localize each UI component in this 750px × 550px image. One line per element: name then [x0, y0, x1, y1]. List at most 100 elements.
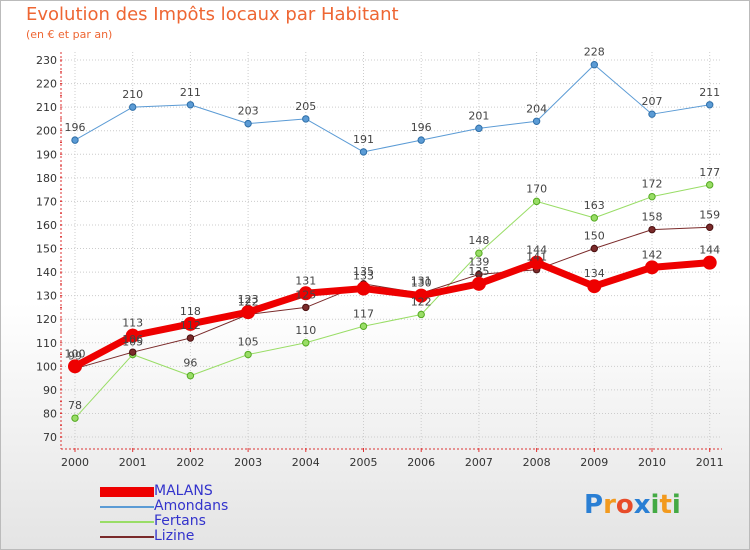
- legend-swatch: [100, 520, 154, 523]
- y-axis-ticks: 70 80 90 100 110 120 130 140 150 160 170 180 190 200 2…: [36, 54, 62, 444]
- logo-letter: x: [633, 490, 651, 520]
- point-fertans: [71, 414, 79, 422]
- data-label-lizine: 158: [642, 211, 663, 224]
- logo-letter: i: [671, 490, 681, 520]
- y-tick-label: 130: [36, 290, 57, 303]
- y-tick-label: 200: [36, 125, 57, 138]
- legend-swatch: [100, 505, 154, 508]
- point-fertans: [706, 181, 714, 189]
- data-label-amondans: 207: [642, 95, 663, 108]
- point-malans: [587, 279, 602, 294]
- point-amondans: [706, 101, 714, 109]
- data-label-lizine: 135: [353, 265, 374, 278]
- x-tick-label: 2000: [61, 456, 89, 469]
- x-tick-label: 2008: [523, 456, 551, 469]
- y-tick-label: 80: [43, 407, 57, 420]
- point-amondans: [417, 136, 425, 144]
- point-lizine: [648, 225, 656, 234]
- legend-item-fertans: Fertans: [100, 514, 228, 529]
- data-label-fertans: 148: [468, 234, 489, 247]
- legend-swatch: [100, 535, 154, 538]
- data-label-amondans: 196: [411, 121, 432, 134]
- y-tick-label: 170: [36, 195, 57, 208]
- x-tick-label: 2011: [696, 456, 724, 469]
- data-label-amondans: 191: [353, 133, 374, 146]
- y-tick-label: 70: [43, 431, 57, 444]
- data-label-fertans: 170: [526, 182, 547, 195]
- series-line-amondans: [74, 64, 710, 153]
- data-label-malans: 131: [295, 274, 316, 287]
- data-label-fertans: 117: [353, 307, 374, 320]
- y-tick-label: 140: [36, 266, 57, 279]
- grid-lines: [62, 52, 722, 448]
- point-fertans: [590, 214, 598, 222]
- y-tick-label: 160: [36, 219, 57, 232]
- data-label-lizine: 131: [411, 274, 432, 287]
- data-label-lizine: 150: [584, 230, 605, 243]
- data-label-fertans: 105: [122, 336, 143, 349]
- y-tick-label: 120: [36, 313, 57, 326]
- point-malans: [356, 281, 371, 296]
- legend-item-lizine: Lizine: [100, 529, 228, 544]
- series-malans: [68, 255, 717, 374]
- data-label-fertans: 172: [642, 178, 663, 191]
- x-axis-ticks: 2000 2001 2002 2003 2004 2005 2006 2007 2008 2009…: [61, 448, 724, 469]
- point-lizine: [302, 303, 310, 312]
- x-tick-label: 2004: [292, 456, 320, 469]
- axes: [60, 52, 722, 450]
- data-label-malans: 133: [353, 270, 374, 283]
- point-amondans: [475, 124, 483, 133]
- point-amondans: [590, 61, 598, 69]
- point-malans: [298, 286, 313, 301]
- x-tick-label: 2010: [638, 456, 666, 469]
- data-label-fertans: 110: [295, 324, 316, 337]
- legend-label: Lizine: [154, 528, 195, 544]
- point-malans: [702, 255, 717, 270]
- data-label-fertans: 105: [238, 336, 259, 349]
- point-lizine: [186, 334, 195, 342]
- y-tick-label: 190: [36, 148, 57, 161]
- point-amondans: [532, 117, 541, 125]
- data-label-lizine: 125: [295, 288, 316, 301]
- data-label-fertans: 122: [411, 295, 432, 308]
- data-label-lizine: 99: [68, 350, 82, 363]
- point-fertans: [648, 192, 656, 201]
- data-label-malans: 144: [526, 244, 547, 257]
- logo-letter: P: [584, 490, 604, 520]
- data-label-malans: 144: [699, 244, 720, 257]
- point-amondans: [648, 110, 656, 118]
- data-label-fertans: 96: [183, 357, 197, 370]
- data-labels-group: 196 210 211 203 205 191 196 201 204 228 207 211 78 10…: [65, 46, 721, 412]
- point-fertans: [302, 339, 310, 347]
- data-label-fertans: 78: [68, 399, 82, 412]
- y-tick-label: 110: [36, 337, 57, 350]
- point-lizine: [706, 223, 714, 231]
- logo-letter: r: [603, 490, 616, 520]
- series-line-lizine: [74, 226, 710, 370]
- proxiti-logo: Proxiti: [584, 490, 681, 520]
- x-tick-label: 2006: [407, 456, 435, 469]
- point-amondans: [244, 119, 252, 128]
- logo-letter: t: [659, 490, 672, 520]
- x-tick-label: 2005: [350, 456, 378, 469]
- legend-label: Amondans: [154, 498, 229, 514]
- data-label-amondans: 211: [699, 86, 720, 99]
- legend-item-amondans: Amondans: [100, 499, 228, 514]
- data-label-amondans: 210: [122, 88, 143, 101]
- point-amondans: [129, 103, 137, 111]
- point-malans: [183, 316, 198, 331]
- data-label-malans: 135: [468, 265, 489, 278]
- x-tick-label: 2007: [465, 456, 493, 469]
- y-tick-label: 100: [36, 360, 57, 373]
- x-tick-label: 2001: [119, 456, 147, 469]
- point-amondans: [302, 115, 310, 123]
- y-tick-label: 150: [36, 243, 57, 256]
- series-lizine: [71, 223, 714, 373]
- y-tick-label: 220: [36, 78, 57, 91]
- legend-swatch: [100, 486, 154, 497]
- point-malans: [241, 305, 256, 320]
- legend-label: Fertans: [154, 513, 206, 529]
- data-label-lizine: 139: [468, 255, 489, 268]
- point-malans: [645, 260, 659, 275]
- data-label-amondans: 228: [584, 46, 605, 59]
